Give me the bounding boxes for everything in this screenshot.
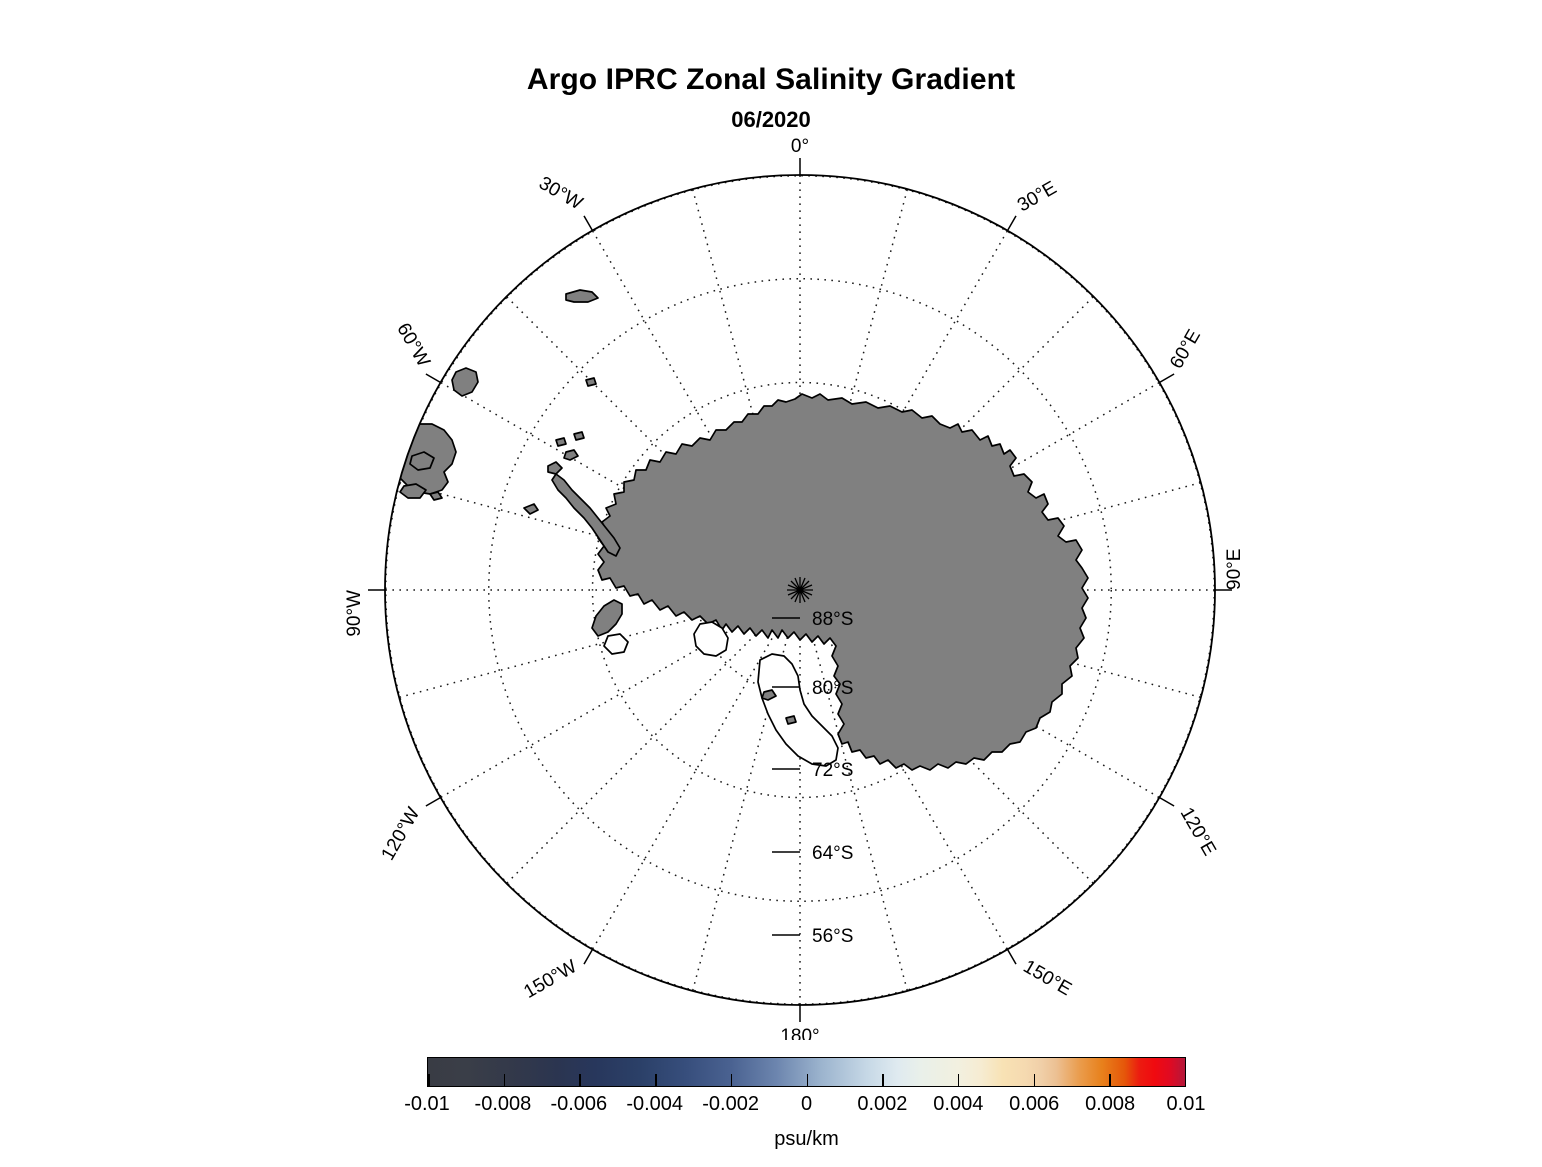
chart-title-block: Argo IPRC Zonal Salinity Gradient 06/202… xyxy=(0,62,1542,134)
latitude-ticks xyxy=(772,617,800,936)
lon-tick-150w xyxy=(583,949,594,965)
lon-label-180: 180° xyxy=(780,1026,819,1040)
lon-label-90e: 90°E xyxy=(1224,549,1245,590)
colorbar-tick-label: -0.01 xyxy=(404,1093,450,1115)
lon-label-60w: 60°W xyxy=(392,320,434,371)
colorbar-tick-label: 0.01 xyxy=(1166,1093,1206,1115)
lon-label-150w: 150°W xyxy=(520,956,580,1003)
lon-label-120e: 120°E xyxy=(1176,804,1220,860)
longitude-ticks xyxy=(368,158,1232,1022)
polar-map-figure: 0° 30°E 60°E 90°E 120°E 150°E 180° 150°W… xyxy=(344,136,1245,1040)
lon-tick-150e xyxy=(1006,949,1017,965)
colorbar-tick-label: 0.004 xyxy=(933,1093,984,1115)
colorbar-tick xyxy=(503,1074,506,1086)
antarctica-mainland xyxy=(597,393,1089,771)
falkland-islands xyxy=(451,367,479,397)
colorbar-tick xyxy=(655,1074,657,1086)
colorbar-tick-label: 0 xyxy=(800,1093,813,1115)
peninsula-island-4 xyxy=(573,431,585,441)
latitude-labels: 88°S 80°S 72°S 64°S 56°S xyxy=(812,609,853,947)
colorbar-tick xyxy=(730,1074,733,1086)
colorbar-tick-label: 0.006 xyxy=(1009,1093,1060,1115)
chart-subtitle: 06/2020 xyxy=(731,107,811,132)
amundsen-inlet xyxy=(603,633,629,655)
south-pole-marker xyxy=(787,577,813,603)
page-title: Argo IPRC Zonal Salinity Gradient xyxy=(526,63,1016,96)
south-georgia xyxy=(565,289,599,303)
colorbar-tick xyxy=(806,1074,809,1086)
colorbar-tick xyxy=(579,1074,581,1086)
peninsula-tip-island-2 xyxy=(563,449,579,461)
tierra-del-fuego xyxy=(399,483,427,499)
lat-label-64s: 64°S xyxy=(812,843,853,864)
colorbar: -0.01 -0.008 -0.006 -0.004 -0.002 0 0.00… xyxy=(404,1057,1205,1151)
lon-label-120w: 120°W xyxy=(378,804,425,864)
roosevelt-island xyxy=(761,689,777,701)
ross-embayment xyxy=(757,653,839,767)
colorbar-tick xyxy=(957,1074,960,1086)
lat-label-72s: 72°S xyxy=(812,760,853,781)
antarctic-peninsula xyxy=(551,473,621,557)
colorbar-tick xyxy=(1033,1074,1036,1086)
colorbar-tick-label: -0.002 xyxy=(702,1093,759,1115)
colorbar-tick-label: 0.008 xyxy=(1085,1093,1136,1115)
colorbar-tick-labels: -0.01 -0.008 -0.006 -0.004 -0.002 0 0.00… xyxy=(404,1092,1205,1118)
lon-tick-120w xyxy=(425,796,441,807)
south-shetland-sliver xyxy=(523,503,539,515)
lon-label-0: 0° xyxy=(791,136,809,157)
colorbar-tick xyxy=(882,1074,884,1086)
colorbar-tick xyxy=(1109,1074,1111,1086)
colorbar-gradient xyxy=(427,1057,1186,1087)
lon-tick-60w xyxy=(425,373,441,384)
polar-stereographic-map: 0° 30°E 60°E 90°E 120°E 150°E 180° 150°W… xyxy=(344,136,1245,1040)
parallel-64s xyxy=(488,278,1112,902)
colorbar-tick-label: 0.002 xyxy=(857,1093,908,1115)
south-sandwich-islet xyxy=(585,377,597,387)
colorbar-tick-label: -0.006 xyxy=(550,1093,608,1115)
weddell-inlet xyxy=(693,621,729,657)
lat-label-88s: 88°S xyxy=(812,609,853,630)
cape-horn-islet xyxy=(429,491,443,501)
colorbar-unit-label: psu/km xyxy=(774,1128,839,1150)
lon-label-90w: 90°W xyxy=(344,590,365,637)
colorbar-tick xyxy=(428,1074,430,1086)
lon-label-60e: 60°E xyxy=(1166,326,1205,372)
colorbar-tick-label: -0.008 xyxy=(474,1093,532,1115)
lon-tick-120e xyxy=(1159,796,1175,807)
lon-tick-60e xyxy=(1159,373,1175,384)
colorbar-tick-label: -0.004 xyxy=(626,1093,684,1115)
peninsula-tip-island-1 xyxy=(547,461,563,475)
lon-label-30e: 30°E xyxy=(1014,177,1060,216)
lat-label-56s: 56°S xyxy=(812,926,853,947)
lon-tick-30w xyxy=(583,215,594,231)
lon-label-30w: 30°W xyxy=(535,173,586,215)
peninsula-island-3 xyxy=(555,437,567,447)
south-america-tip xyxy=(395,423,457,495)
lon-label-150e: 150°E xyxy=(1020,956,1076,1000)
lat-label-80s: 80°S xyxy=(812,678,853,699)
lon-tick-30e xyxy=(1006,215,1017,231)
small-island-ross xyxy=(785,715,797,725)
land-layer xyxy=(395,289,1089,771)
bellingshausen-coast xyxy=(591,599,623,637)
